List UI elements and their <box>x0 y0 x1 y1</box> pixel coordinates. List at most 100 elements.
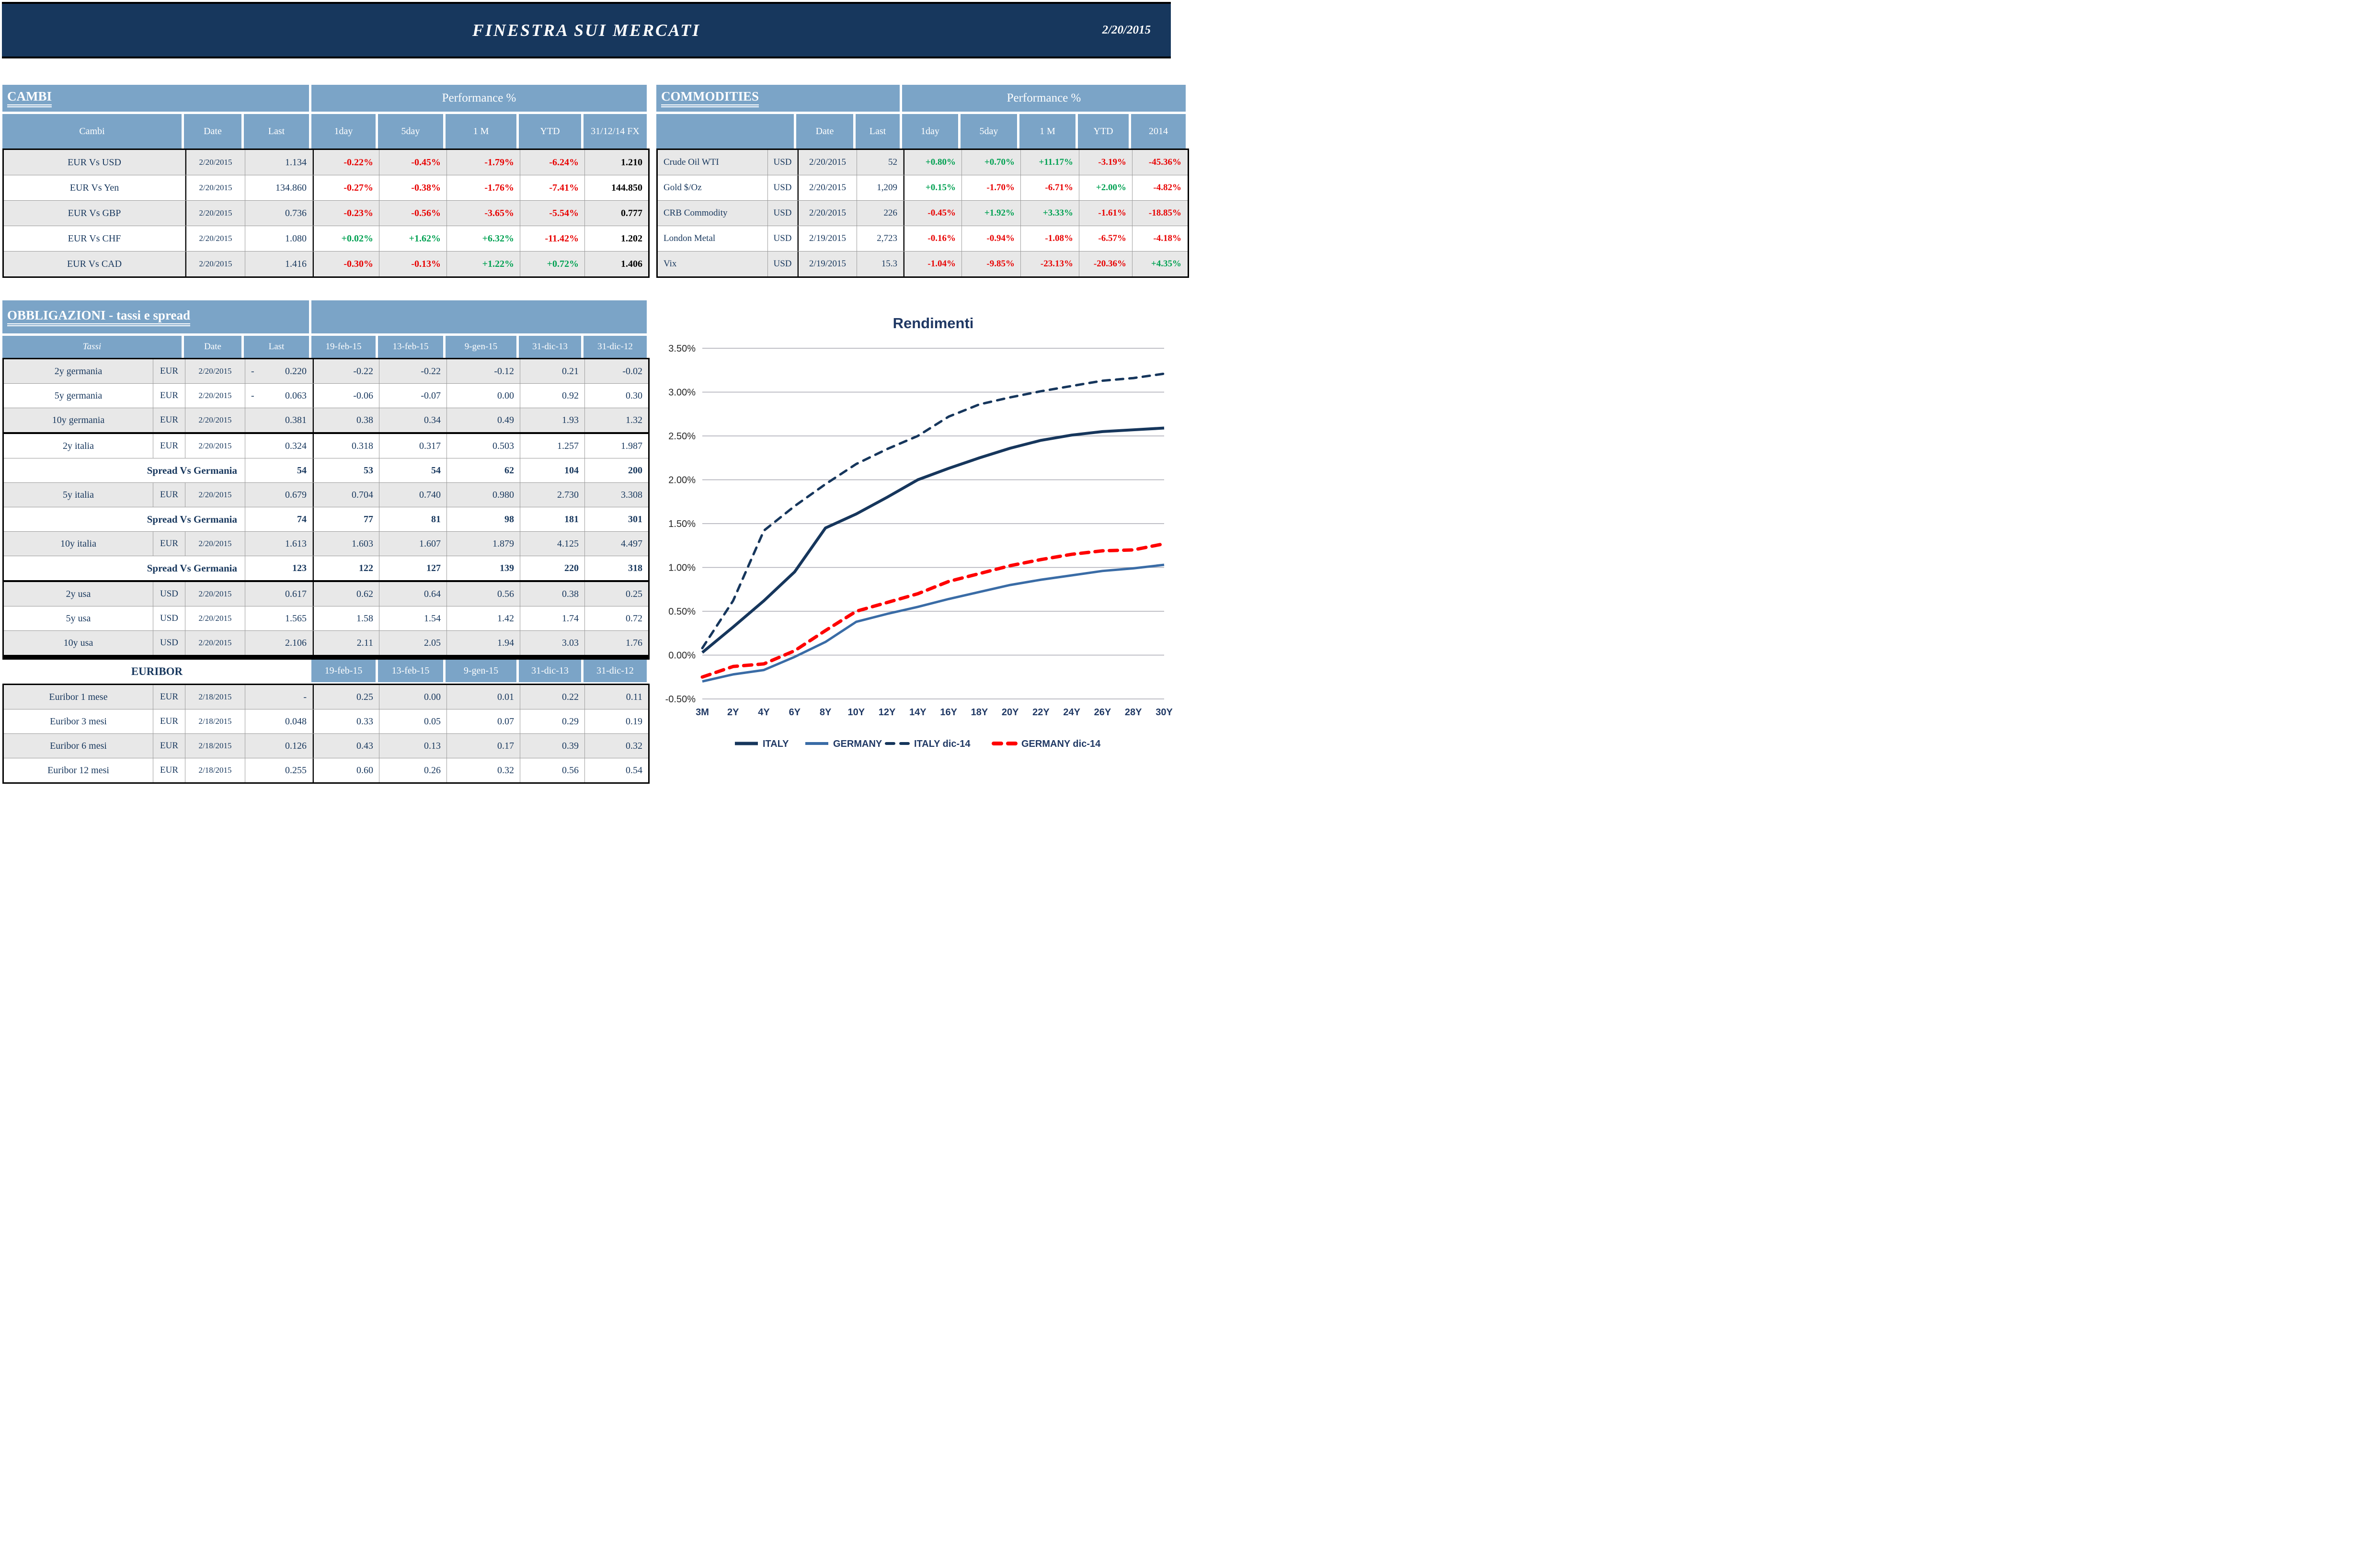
cell-value: -0.07 <box>379 384 447 408</box>
cell-perf: -0.38% <box>379 175 447 200</box>
euribor-table-body: Euribor 1 mese EUR 2/18/2015-0.25 0.00 0.01 0… <box>2 684 650 784</box>
cell-last: 123 <box>245 556 313 580</box>
cell-spread-label: Spread Vs Germania <box>4 556 245 580</box>
cell-instrument: 2y italia <box>4 434 153 458</box>
y-axis-tick-label: 3.50% <box>668 343 696 354</box>
cell-value: 0.32 <box>447 758 520 782</box>
cell-date: 2/18/2015 <box>185 709 245 733</box>
cell-value: 1.879 <box>447 532 520 556</box>
cell-value: 1.94 <box>447 631 520 655</box>
cambi-row: EUR Vs Yen 2/20/2015 134.860 -0.27% -0.38% -1… <box>4 175 648 201</box>
bond-row: 5y usa USD 2/20/2015 1.565 1.58 1.54 1.42 1.74 0… <box>4 606 648 631</box>
cell-date: 2/18/2015 <box>185 685 245 709</box>
cell-value: 0.39 <box>520 734 585 758</box>
cell-perf: +2.00% <box>1079 175 1133 200</box>
cell-currency: EUR <box>153 359 185 383</box>
cell-date: 2/20/2015 <box>185 175 245 200</box>
cambi-column-headers: Cambi Date Last 1day 5day 1 M YTD 31/12/… <box>2 112 650 149</box>
cell-perf: -1.08% <box>1021 226 1079 251</box>
column-header: YTD <box>1078 112 1131 149</box>
legend-label: GERMANY dic-14 <box>1021 739 1101 749</box>
euribor-row: Euribor 1 mese EUR 2/18/2015-0.25 0.00 0.01 0… <box>4 685 648 709</box>
cell-instrument: 10y usa <box>4 631 153 655</box>
cell-value: 4.125 <box>520 532 585 556</box>
cell-perf: +1.62% <box>379 226 447 251</box>
cell-perf: -0.56% <box>379 201 447 226</box>
column-header: 5day <box>378 112 446 149</box>
cell-instrument: 5y germania <box>4 384 153 408</box>
cell-fx: 1.202 <box>621 233 642 244</box>
commodities-column-headers: Date Last 1day 5day 1 M YTD 2014 <box>656 112 1189 149</box>
cell-perf: +0.80% <box>904 150 962 175</box>
cell-value: 3.03 <box>520 631 585 655</box>
cambi-title-row: CAMBI Performance % <box>2 85 650 112</box>
series-line-italy <box>701 426 1165 654</box>
cell-date: 2/20/2015 <box>798 175 857 200</box>
commodities-title-row: COMMODITIES Performance % <box>656 85 1189 112</box>
cell-perf: -0.30% <box>313 252 379 276</box>
cell-perf: -18.85% <box>1148 208 1181 218</box>
bond-row: 5y germania EUR 2/20/2015-0.063 -0.06 -0.07 0… <box>4 384 648 408</box>
cell-date: 2/18/2015 <box>185 758 245 782</box>
cell-value: 0.34 <box>379 408 447 432</box>
column-header: 31-dic-13 <box>519 660 584 684</box>
cell-perf: -0.27% <box>313 175 379 200</box>
cell-value: 0.26 <box>379 758 447 782</box>
cell-perf: -7.41% <box>520 175 585 200</box>
cell-date: 2/20/2015 <box>185 483 245 507</box>
x-axis-tick-label: 16Y <box>940 707 957 718</box>
column-header <box>656 112 796 149</box>
cambi-row: EUR Vs GBP 2/20/2015 0.736 -0.23% -0.56% -3.6… <box>4 201 648 226</box>
bond-row: 2y usa USD 2/20/2015 0.617 0.62 0.64 0.56 0.38 0… <box>4 582 648 606</box>
x-axis-tick-label: 22Y <box>1032 707 1050 718</box>
cell-last: 54 <box>245 458 313 482</box>
cell-currency: USD <box>153 631 185 655</box>
cell-perf: -5.54% <box>520 201 585 226</box>
cell-value: 0.19 <box>626 716 642 727</box>
cell-last: 0.324 <box>245 434 313 458</box>
cell-date: 2/20/2015 <box>185 226 245 251</box>
cell-value: 1.93 <box>520 408 585 432</box>
cell-date: 2/20/2015 <box>185 252 245 276</box>
cell-last: 0.617 <box>245 582 313 606</box>
x-axis-tick-label: 18Y <box>971 707 988 718</box>
euribor-row: Euribor 3 mesi EUR 2/18/2015 0.048 0.33 0.05 0… <box>4 709 648 734</box>
cell-perf: -23.13% <box>1021 252 1079 276</box>
x-axis-tick-label: 4Y <box>758 707 770 718</box>
cell-value: 1.603 <box>313 532 379 556</box>
cell-date: 2/20/2015 <box>185 582 245 606</box>
cell-value: 4.497 <box>621 538 642 549</box>
column-header: 31-dic-12 <box>584 660 647 684</box>
cell-currency: EUR <box>153 483 185 507</box>
chart-title: Rendimenti <box>893 315 974 332</box>
report-title: FINESTRA SUI MERCATI <box>472 21 701 40</box>
cell-value: 0.07 <box>447 709 520 733</box>
commodities-performance-title: Performance % <box>902 85 1186 112</box>
cell-perf: -1.79% <box>447 150 520 175</box>
cell-last: 0.126 <box>245 734 313 758</box>
commodity-row: London Metal USD 2/19/2015 2,723 -0.16% -0.94… <box>658 226 1188 252</box>
cell-value: 54 <box>379 458 447 482</box>
cell-currency: EUR <box>153 384 185 408</box>
column-header: 19-feb-15 <box>311 333 378 358</box>
cell-currency: USD <box>768 150 798 175</box>
cell-last: 0.048 <box>245 709 313 733</box>
cell-value: 2.730 <box>520 483 585 507</box>
cell-perf: -3.65% <box>447 201 520 226</box>
cell-value: 77 <box>313 507 379 531</box>
cell-value: 0.62 <box>313 582 379 606</box>
cell-commodity-name: Gold $/Oz <box>658 175 768 200</box>
cell-instrument: 10y italia <box>4 532 153 556</box>
cambi-performance-title: Performance % <box>311 85 647 112</box>
cell-value: 0.56 <box>447 582 520 606</box>
cell-value: 0.92 <box>520 384 585 408</box>
cell-value: -0.12 <box>447 359 520 383</box>
cell-date: 2/20/2015 <box>185 150 245 175</box>
cell-perf: +6.32% <box>447 226 520 251</box>
cell-instrument: Euribor 6 mesi <box>4 734 153 758</box>
cell-last: -0.220 <box>245 359 313 383</box>
cell-perf: +1.92% <box>962 201 1021 226</box>
cell-value: 0.30 <box>626 390 642 401</box>
cell-perf: -45.36% <box>1148 157 1181 167</box>
cell-value: 0.704 <box>313 483 379 507</box>
